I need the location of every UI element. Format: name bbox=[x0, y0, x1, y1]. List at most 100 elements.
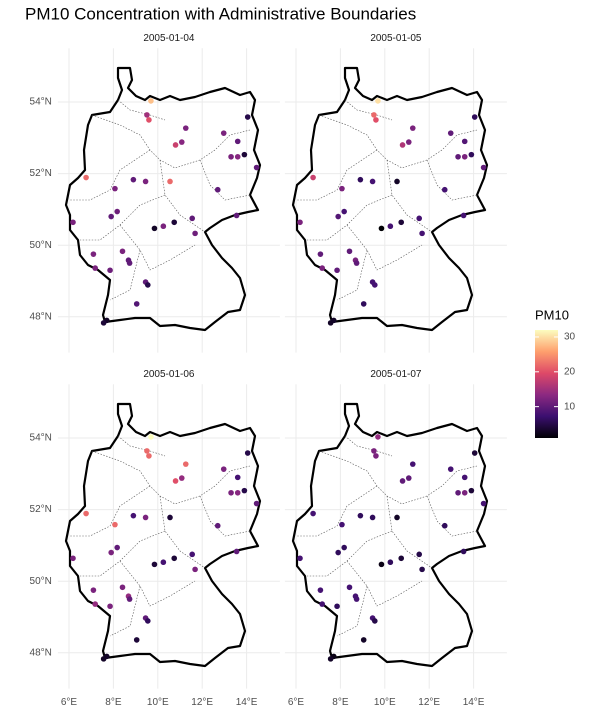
facet-panel: 2005-01-05 bbox=[284, 33, 507, 353]
station-point bbox=[447, 466, 454, 472]
boundary-map bbox=[64, 402, 262, 668]
station-point bbox=[182, 461, 189, 467]
colorbar-label: 30 bbox=[564, 332, 576, 343]
station-point bbox=[108, 549, 114, 556]
station-point bbox=[107, 267, 113, 274]
colorbar-label: 10 bbox=[564, 401, 576, 412]
station-point bbox=[160, 559, 167, 566]
station-point bbox=[167, 514, 173, 521]
station-point bbox=[360, 637, 367, 643]
station-point bbox=[214, 186, 221, 193]
facet-title: 2005-01-07 bbox=[370, 369, 422, 380]
station-point bbox=[90, 587, 97, 593]
facet-title: 2005-01-06 bbox=[143, 369, 195, 380]
colorbar-label: 20 bbox=[564, 366, 576, 377]
station-point bbox=[372, 618, 378, 624]
station-point bbox=[148, 98, 154, 104]
station-point bbox=[241, 487, 248, 494]
station-point bbox=[405, 139, 412, 145]
x-tick-label: 14°E bbox=[236, 697, 258, 708]
station-point bbox=[339, 521, 345, 528]
station-point bbox=[371, 448, 377, 454]
station-point bbox=[192, 230, 198, 237]
station-point bbox=[416, 551, 423, 558]
station-point bbox=[460, 212, 467, 219]
station-point bbox=[90, 251, 97, 257]
station-point bbox=[70, 555, 76, 562]
station-point bbox=[228, 153, 234, 160]
station-point bbox=[461, 489, 468, 496]
station-point bbox=[334, 267, 340, 274]
x-tick-label: 10°E bbox=[374, 697, 396, 708]
station-point bbox=[480, 164, 487, 171]
y-tick-label: 52°N bbox=[30, 168, 52, 179]
station-point bbox=[220, 466, 227, 472]
station-point bbox=[409, 125, 416, 131]
facet-panel: 2005-01-06 48°N 50°N 52°N 54°N 6°E 8°E 10°E 12°E… bbox=[30, 369, 280, 708]
facet-title: 2005-01-04 bbox=[143, 33, 195, 44]
station-point bbox=[234, 474, 241, 481]
station-point bbox=[319, 265, 325, 271]
station-point bbox=[146, 117, 152, 123]
y-tick-label: 50°N bbox=[30, 240, 52, 251]
station-point bbox=[327, 656, 334, 662]
station-point bbox=[398, 219, 405, 226]
station-point bbox=[220, 130, 227, 136]
station-point bbox=[346, 584, 353, 591]
station-point bbox=[133, 637, 140, 643]
station-point bbox=[182, 125, 189, 131]
station-point bbox=[144, 448, 150, 454]
station-point bbox=[126, 260, 133, 266]
station-point bbox=[317, 587, 324, 593]
facet-title: 2005-01-05 bbox=[370, 33, 422, 44]
x-tick-label: 14°E bbox=[463, 697, 485, 708]
station-point bbox=[441, 186, 448, 193]
station-point bbox=[378, 561, 385, 568]
x-tick-label: 12°E bbox=[418, 697, 440, 708]
station-point bbox=[387, 223, 394, 230]
y-tick-label: 52°N bbox=[30, 504, 52, 515]
station-point bbox=[214, 522, 221, 529]
station-point bbox=[146, 453, 152, 459]
station-point bbox=[371, 112, 377, 118]
station-point bbox=[234, 138, 241, 145]
station-point bbox=[441, 522, 448, 529]
station-point bbox=[341, 544, 347, 551]
station-point bbox=[419, 230, 425, 237]
station-point bbox=[471, 450, 478, 456]
station-point bbox=[310, 174, 316, 181]
station-point bbox=[378, 225, 385, 232]
station-point bbox=[346, 248, 353, 255]
station-point bbox=[114, 544, 120, 551]
station-point bbox=[70, 219, 76, 226]
station-point bbox=[373, 117, 379, 123]
station-point bbox=[317, 251, 324, 257]
station-point bbox=[178, 139, 185, 145]
boundary-map bbox=[64, 66, 262, 332]
station-point bbox=[151, 225, 158, 232]
station-point bbox=[335, 213, 341, 220]
boundary-map bbox=[291, 402, 489, 668]
colorbar bbox=[535, 330, 558, 438]
station-point bbox=[142, 514, 149, 521]
station-point bbox=[171, 219, 178, 226]
station-point bbox=[468, 151, 475, 158]
station-point bbox=[357, 512, 364, 519]
station-point bbox=[471, 114, 478, 120]
station-point bbox=[327, 320, 334, 326]
station-point bbox=[192, 566, 198, 573]
station-point bbox=[100, 320, 107, 326]
station-point bbox=[394, 514, 400, 521]
station-point bbox=[130, 512, 137, 519]
station-point bbox=[244, 114, 251, 120]
station-point bbox=[310, 510, 316, 517]
y-tick-label: 54°N bbox=[30, 97, 52, 108]
station-point bbox=[167, 178, 173, 185]
y-tick-label: 50°N bbox=[30, 576, 52, 587]
station-point bbox=[233, 548, 240, 555]
station-point bbox=[142, 178, 149, 185]
station-point bbox=[335, 549, 341, 556]
station-point bbox=[357, 176, 364, 183]
station-point bbox=[119, 248, 126, 255]
station-point bbox=[189, 551, 196, 558]
